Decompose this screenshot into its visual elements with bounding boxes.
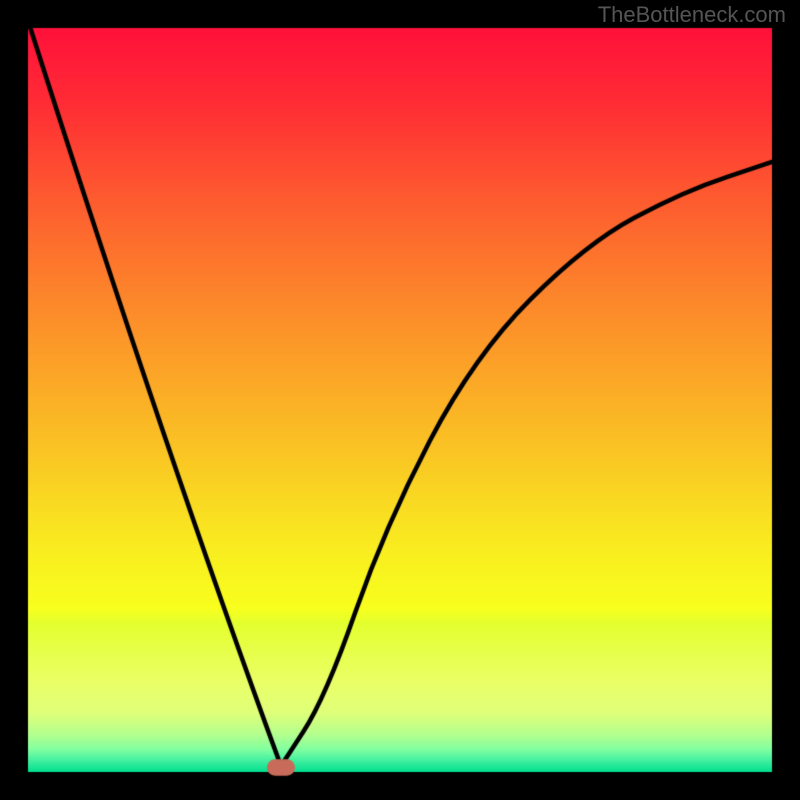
bottleneck-chart (0, 0, 800, 800)
